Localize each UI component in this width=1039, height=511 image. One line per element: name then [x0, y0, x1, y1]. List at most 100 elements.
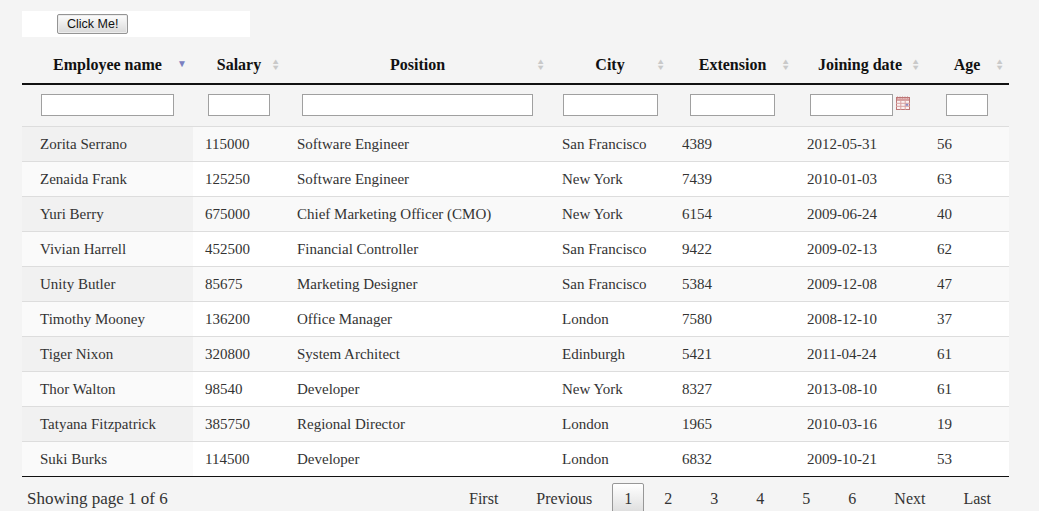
pagination-page-2[interactable]: 2 [646, 483, 690, 511]
page-status: Showing page 1 of 6 [22, 489, 168, 509]
pagination-previous[interactable]: Previous [518, 483, 610, 511]
column-label: Age [954, 56, 981, 73]
pagination-next[interactable]: Next [876, 483, 943, 511]
cell-position: Software Engineer [285, 127, 550, 162]
pagination-page-3[interactable]: 3 [692, 483, 736, 511]
filter-cell-inner [41, 94, 174, 116]
header-row: Employee name▼Salary▲▼Position▲▼City▲▼Ex… [22, 45, 1009, 84]
cell-joining-date: 2011-04-24 [795, 337, 925, 372]
column-header-employee-name[interactable]: Employee name▼ [22, 45, 193, 84]
filter-cell-inner [563, 94, 658, 116]
cell-position: Software Engineer [285, 162, 550, 197]
cell-joining-date: 2009-10-21 [795, 442, 925, 477]
cell-city: San Francisco [550, 127, 670, 162]
cell-age: 47 [925, 267, 1009, 302]
filter-cell-inner [810, 94, 911, 116]
cell-city: San Francisco [550, 267, 670, 302]
cell-city: London [550, 302, 670, 337]
pagination-page-6[interactable]: 6 [830, 483, 874, 511]
filter-cell-inner [946, 94, 988, 116]
cell-joining-date: 2009-06-24 [795, 197, 925, 232]
filter-cell-inner [208, 94, 270, 116]
filter-input-city[interactable] [563, 94, 658, 116]
sort-both-icon: ▲▼ [537, 59, 544, 70]
cell-salary: 125250 [193, 162, 285, 197]
cell-position: Chief Marketing Officer (CMO) [285, 197, 550, 232]
filter-row [22, 84, 1009, 127]
cell-extension: 6832 [670, 442, 795, 477]
cell-salary: 136200 [193, 302, 285, 337]
cell-joining-date: 2012-05-31 [795, 127, 925, 162]
cell-employee-name: Zenaida Frank [22, 162, 193, 197]
filter-cell-joining-date [795, 84, 925, 127]
cell-employee-name: Unity Butler [22, 267, 193, 302]
cell-employee-name: Timothy Mooney [22, 302, 193, 337]
column-header-city[interactable]: City▲▼ [550, 45, 670, 84]
cell-salary: 320800 [193, 337, 285, 372]
cell-joining-date: 2009-12-08 [795, 267, 925, 302]
cell-joining-date: 2013-08-10 [795, 372, 925, 407]
cell-salary: 675000 [193, 197, 285, 232]
pagination-page-1[interactable]: 1 [612, 483, 644, 511]
table-row: Zenaida Frank125250Software EngineerNew … [22, 162, 1009, 197]
sort-both-icon: ▲▼ [272, 59, 279, 70]
filter-input-employee-name[interactable] [41, 94, 174, 116]
cell-extension: 5384 [670, 267, 795, 302]
cell-extension: 4389 [670, 127, 795, 162]
column-header-extension[interactable]: Extension▲▼ [670, 45, 795, 84]
filter-cell-inner [690, 94, 775, 116]
cell-joining-date: 2009-02-13 [795, 232, 925, 267]
cell-age: 56 [925, 127, 1009, 162]
cell-position: System Architect [285, 337, 550, 372]
cell-extension: 7439 [670, 162, 795, 197]
table-row: Thor Walton98540DeveloperNew York8327201… [22, 372, 1009, 407]
filter-cell-salary [193, 84, 285, 127]
cell-position: Developer [285, 442, 550, 477]
pagination-last[interactable]: Last [945, 483, 1009, 511]
table-row: Tatyana Fitzpatrick385750Regional Direct… [22, 407, 1009, 442]
filter-cell-extension [670, 84, 795, 127]
sort-both-icon: ▲▼ [657, 59, 664, 70]
table-row: Suki Burks114500DeveloperLondon68322009-… [22, 442, 1009, 477]
click-me-button[interactable]: Click Me! [57, 14, 128, 34]
column-header-position[interactable]: Position ▲▼ [285, 45, 550, 84]
cell-city: London [550, 407, 670, 442]
filter-input-joining-date[interactable] [810, 94, 893, 116]
cell-extension: 5421 [670, 337, 795, 372]
column-header-salary[interactable]: Salary ▲▼ [193, 45, 285, 84]
cell-salary: 115000 [193, 127, 285, 162]
sort-both-icon: ▲▼ [996, 59, 1003, 70]
filter-input-age[interactable] [946, 94, 988, 116]
cell-age: 37 [925, 302, 1009, 337]
filter-cell-age [925, 84, 1009, 127]
column-label: Joining date [818, 56, 902, 73]
cell-city: San Francisco [550, 232, 670, 267]
cell-extension: 1965 [670, 407, 795, 442]
filter-cell-employee-name [22, 84, 193, 127]
sort-both-icon: ▲▼ [782, 59, 789, 70]
filter-cell-city [550, 84, 670, 127]
pagination-first[interactable]: First [451, 483, 516, 511]
cell-city: Edinburgh [550, 337, 670, 372]
pagination-page-5[interactable]: 5 [784, 483, 828, 511]
pagination-page-4[interactable]: 4 [738, 483, 782, 511]
column-header-age[interactable]: Age ▲▼ [925, 45, 1009, 84]
cell-age: 53 [925, 442, 1009, 477]
cell-age: 63 [925, 162, 1009, 197]
table-body: Zorita Serrano115000Software EngineerSan… [22, 127, 1009, 477]
cell-age: 40 [925, 197, 1009, 232]
column-label: Salary [217, 56, 261, 73]
employee-table-wrap: Employee name▼Salary▲▼Position▲▼City▲▼Ex… [22, 45, 1009, 477]
table-row: Vivian Harrell452500Financial Controller… [22, 232, 1009, 267]
cell-employee-name: Thor Walton [22, 372, 193, 407]
cell-position: Regional Director [285, 407, 550, 442]
filter-input-position[interactable] [302, 94, 533, 116]
cell-joining-date: 2008-12-10 [795, 302, 925, 337]
calendar-icon[interactable] [895, 95, 911, 115]
column-header-joining-date[interactable]: Joining date▲▼ [795, 45, 925, 84]
filter-input-extension[interactable] [690, 94, 775, 116]
filter-input-salary[interactable] [208, 94, 270, 116]
cell-extension: 9422 [670, 232, 795, 267]
column-label: Position [390, 56, 445, 73]
cell-position: Financial Controller [285, 232, 550, 267]
